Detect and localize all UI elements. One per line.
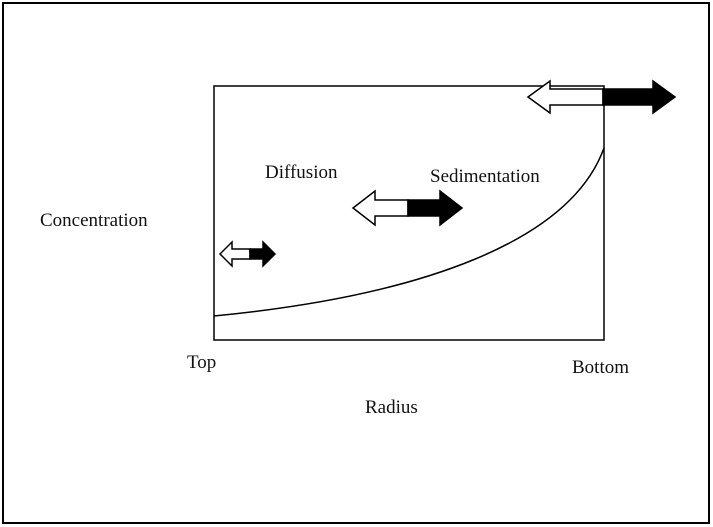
plot-box (213, 85, 605, 341)
concentration-curve (213, 147, 605, 317)
sedimentation-label: Sedimentation (430, 166, 540, 187)
x-end-label: Bottom (572, 357, 629, 378)
x-start-label: Top (187, 352, 216, 373)
diffusion-arrow (218, 240, 251, 268)
y-label: Concentration (40, 210, 148, 231)
sedimentation-arrow (407, 189, 464, 227)
diffusion-arrow (351, 189, 409, 227)
diffusion-label: Diffusion (265, 162, 338, 183)
x-label: Radius (365, 397, 418, 418)
sedimentation-arrow (602, 79, 677, 115)
sedimentation-arrow (249, 240, 277, 268)
